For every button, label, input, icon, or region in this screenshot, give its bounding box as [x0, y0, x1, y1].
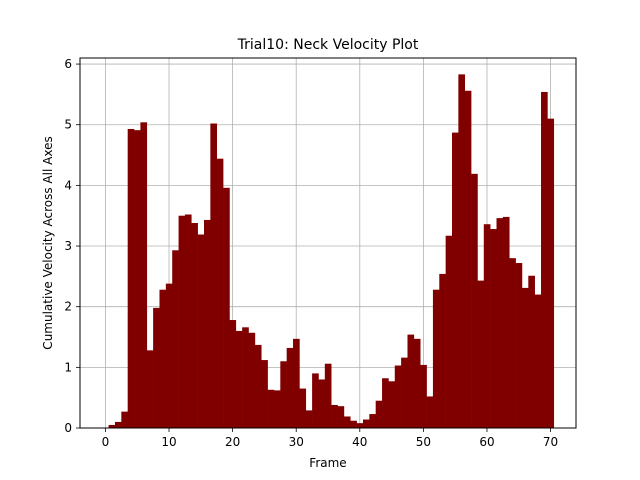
x-tick-label: 50 — [416, 435, 431, 449]
x-tick-label: 30 — [289, 435, 304, 449]
bar-frame-17 — [210, 123, 218, 429]
bar-frame-33 — [312, 373, 319, 428]
bar-frame-52 — [432, 289, 440, 428]
bar-frame-26 — [267, 389, 275, 428]
bar-frame-58 — [471, 173, 478, 428]
bar-frame-30 — [293, 338, 300, 428]
bar-frame-50 — [420, 364, 427, 428]
bar-frame-64 — [509, 258, 516, 428]
x-tick-label: 60 — [479, 435, 494, 449]
bar-frame-3 — [121, 411, 128, 428]
y-axis-title: Cumulative Velocity Across All Axes — [41, 136, 55, 349]
bar-frame-70 — [547, 118, 555, 429]
bar-frame-68 — [534, 294, 542, 428]
bar-frame-42 — [369, 414, 376, 428]
bar-frame-20 — [229, 320, 237, 428]
bars — [108, 74, 555, 429]
bar-frame-66 — [521, 287, 529, 428]
bar-frame-39 — [350, 420, 357, 428]
bar-frame-34 — [318, 379, 326, 428]
bar-frame-65 — [515, 263, 523, 428]
bar-frame-10 — [165, 283, 173, 428]
bar-frame-13 — [184, 214, 192, 428]
y-axis-ticks: 0 1 2 3 4 5 6 — [64, 57, 80, 435]
bar-frame-7 — [146, 350, 154, 428]
bar-frame-41 — [362, 419, 370, 428]
bar-frame-61 — [490, 229, 497, 428]
bar-frame-63 — [502, 216, 510, 428]
bar-frame-54 — [445, 235, 453, 428]
bar-frame-47 — [401, 357, 408, 428]
bar-frame-9 — [159, 289, 167, 428]
y-tick-label: 4 — [64, 178, 72, 192]
bar-frame-43 — [375, 400, 383, 428]
plot-frame — [79, 57, 577, 429]
chart-title: Trial10: Neck Velocity Plot — [237, 37, 419, 53]
x-axis-ticks: 0 10 20 30 40 50 60 70 — [102, 428, 558, 449]
bar-frame-23 — [248, 332, 256, 428]
bar-frame-28 — [280, 361, 287, 428]
y-tick-label: 3 — [64, 239, 72, 253]
bar-frame-29 — [286, 347, 294, 428]
bar-frame-18 — [216, 158, 224, 428]
bar-frame-31 — [299, 388, 307, 428]
bar-frame-44 — [382, 378, 389, 428]
bar-frame-62 — [496, 218, 504, 428]
bar-frame-67 — [528, 275, 535, 428]
x-tick-label: 0 — [102, 435, 110, 449]
bar-frame-4 — [127, 128, 135, 428]
bar-frame-19 — [223, 187, 230, 428]
y-tick-label: 1 — [64, 360, 72, 374]
bar-frame-53 — [439, 273, 446, 428]
bar-frame-2 — [114, 421, 122, 428]
x-tick-label: 70 — [543, 435, 558, 449]
bar-frame-8 — [153, 307, 160, 428]
x-tick-label: 10 — [161, 435, 176, 449]
bar-frame-24 — [254, 344, 262, 428]
x-tick-label: 40 — [352, 435, 367, 449]
bar-frame-5 — [134, 130, 141, 428]
bar-frame-40 — [356, 423, 364, 428]
bar-frame-48 — [407, 334, 415, 428]
bar-frame-55 — [452, 132, 459, 428]
bar-frame-6 — [140, 122, 148, 429]
bar-frame-21 — [235, 330, 243, 428]
bar-frame-37 — [337, 406, 345, 428]
bar-frame-51 — [426, 396, 434, 428]
x-tick-label: 20 — [225, 435, 240, 449]
bar-frame-35 — [324, 363, 332, 428]
bar-frame-45 — [388, 381, 396, 428]
bar-frame-49 — [413, 338, 421, 428]
y-tick-label: 2 — [64, 300, 72, 314]
bar-frame-27 — [273, 390, 281, 428]
bar-frame-60 — [483, 224, 491, 428]
bar-frame-32 — [305, 410, 313, 428]
bar-frame-12 — [178, 215, 186, 428]
bar-frame-69 — [541, 91, 548, 428]
bar-frame-59 — [477, 280, 485, 428]
bar-frame-16 — [204, 219, 211, 428]
bar-frame-56 — [458, 74, 466, 429]
y-tick-label: 6 — [64, 57, 72, 71]
bar-frame-36 — [331, 404, 338, 428]
bar-frame-11 — [172, 250, 179, 428]
bar-frame-15 — [197, 234, 205, 428]
y-tick-label: 5 — [64, 118, 72, 132]
bar-frame-57 — [464, 90, 472, 429]
bar-frame-22 — [242, 327, 249, 428]
bar-frame-38 — [343, 416, 351, 428]
bar-frame-25 — [261, 360, 268, 428]
bar-frame-14 — [191, 222, 198, 428]
x-axis-title: Frame — [309, 456, 346, 470]
y-tick-label: 0 — [64, 421, 72, 435]
bar-frame-46 — [394, 365, 402, 428]
bar-frame-1 — [108, 424, 116, 428]
